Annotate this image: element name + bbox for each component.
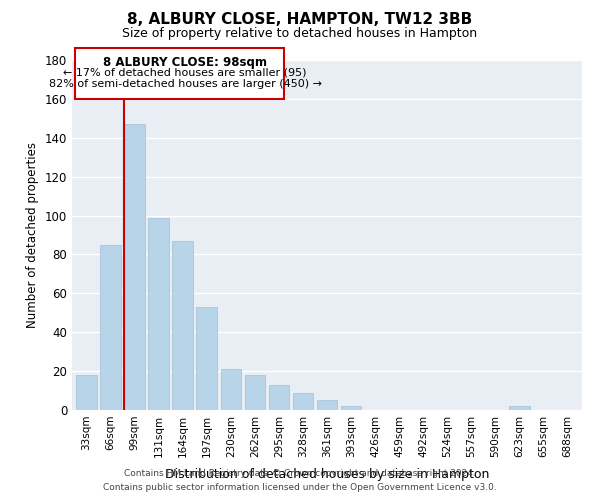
Text: ← 17% of detached houses are smaller (95): ← 17% of detached houses are smaller (95… [64,68,307,78]
Bar [317,400,337,410]
Text: 82% of semi-detached houses are larger (450) →: 82% of semi-detached houses are larger (… [49,80,322,90]
Text: Size of property relative to detached houses in Hampton: Size of property relative to detached ho… [122,28,478,40]
Y-axis label: Number of detached properties: Number of detached properties [26,142,39,328]
Text: 8, ALBURY CLOSE, HAMPTON, TW12 3BB: 8, ALBURY CLOSE, HAMPTON, TW12 3BB [127,12,473,28]
FancyBboxPatch shape [75,48,284,99]
Bar [245,375,265,410]
Bar [269,384,289,410]
Bar [196,307,217,410]
X-axis label: Distribution of detached houses by size in Hampton: Distribution of detached houses by size … [165,468,489,481]
Bar [100,244,121,410]
Bar [124,124,145,410]
Bar [76,375,97,410]
Text: 8 ALBURY CLOSE: 98sqm: 8 ALBURY CLOSE: 98sqm [103,56,267,69]
Text: Contains HM Land Registry data © Crown copyright and database right 2024.: Contains HM Land Registry data © Crown c… [124,468,476,477]
Bar [509,406,530,410]
Bar [221,369,241,410]
Text: Contains public sector information licensed under the Open Government Licence v3: Contains public sector information licen… [103,484,497,492]
Bar [172,241,193,410]
Bar [148,218,169,410]
Bar [341,406,361,410]
Bar [293,392,313,410]
